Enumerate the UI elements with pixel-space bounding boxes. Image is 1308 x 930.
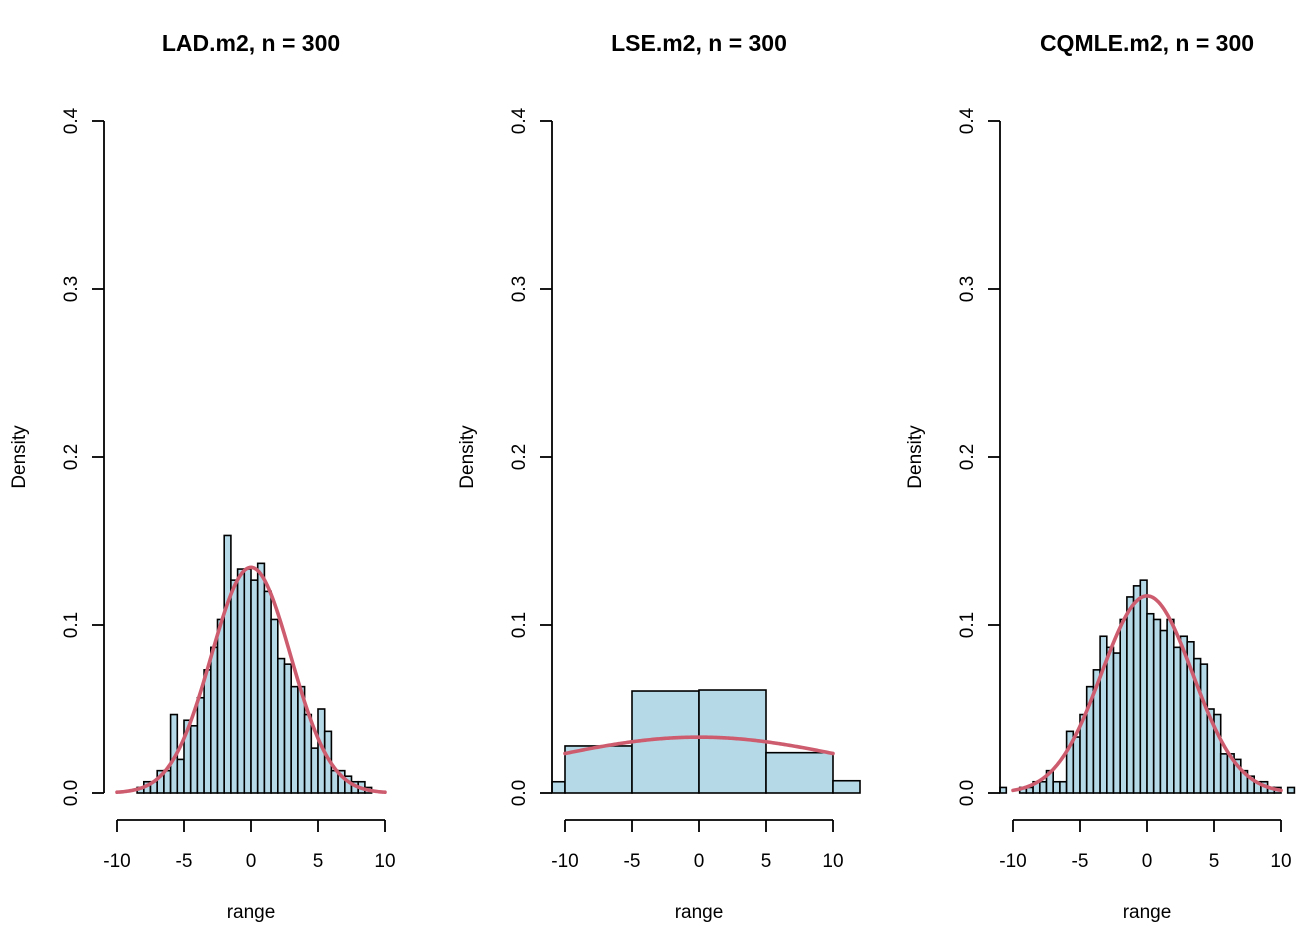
y-tick-label: 0.1	[509, 612, 530, 638]
histogram-bar	[1166, 618, 1175, 794]
histogram-bar	[283, 663, 292, 794]
histogram-bar	[1139, 579, 1148, 794]
histogram-bar	[216, 618, 225, 794]
histogram-bar	[1126, 596, 1135, 794]
y-tick-label: 0.1	[957, 612, 978, 638]
y-axis-label: Density	[905, 425, 926, 489]
y-tick-label: 0.4	[509, 107, 530, 134]
histogram-bar	[1119, 618, 1128, 794]
panel-lad: LAD.m2, n = 300 range Density 0.0 0.1 0.2 0…	[9, 30, 396, 923]
histogram-bar	[203, 669, 212, 794]
x-tick-label: 5	[313, 851, 324, 872]
x-tick-label: 10	[374, 851, 395, 872]
histogram-bar	[210, 646, 219, 794]
histogram-bar	[189, 724, 199, 794]
histogram-bar	[310, 747, 319, 794]
y-axis-label: Density	[457, 425, 478, 489]
histogram-bar	[236, 568, 246, 794]
histogram-bar	[1219, 753, 1229, 794]
histogram-bar	[290, 685, 299, 794]
x-axis-label: range	[227, 902, 276, 923]
y-tick-label: 0.3	[957, 276, 978, 302]
x-axis-label: range	[1123, 902, 1172, 923]
y-tick-label: 0.0	[61, 780, 82, 806]
histogram-bar	[303, 713, 313, 794]
x-tick-label: 5	[1209, 851, 1220, 872]
histogram-bar	[1286, 786, 1296, 794]
histogram-bar	[765, 751, 834, 794]
x-tick-label: 10	[1270, 851, 1291, 872]
x-tick-label: 10	[822, 851, 843, 872]
histogram-bar	[163, 769, 172, 794]
density-curve	[563, 735, 835, 756]
x-tick-label: -10	[551, 851, 578, 872]
x-tick-label: -5	[1072, 851, 1089, 872]
histogram-bar	[1059, 780, 1068, 794]
panel-cqmle: CQMLE.m2, n = 300 range Density 0.0 0.1 0.…	[905, 30, 1296, 923]
histogram-bar	[1072, 736, 1081, 794]
histogram-bar	[230, 579, 239, 794]
histogram-bar	[1159, 629, 1168, 794]
histogram-bar	[223, 534, 232, 794]
panel-lse: LSE.m2, n = 300 range Density 0.0 0.1 0.2 0…	[457, 30, 861, 923]
histogram-bar	[270, 618, 279, 794]
histogram-bar	[243, 568, 252, 794]
x-axis-label: range	[675, 902, 724, 923]
density-curve	[1011, 594, 1283, 793]
density-curve	[115, 565, 387, 795]
y-tick-label: 0.3	[509, 276, 530, 302]
histogram-bar	[1112, 652, 1121, 794]
y-tick-label: 0.2	[509, 444, 530, 470]
y-axis-label: Density	[9, 425, 30, 489]
panel-title: LSE.m2, n = 300	[611, 30, 787, 56]
histogram-bar	[1152, 618, 1162, 794]
histogram-bar	[250, 579, 259, 794]
y-tick-label: 0.1	[61, 612, 82, 638]
histogram-bar	[1146, 612, 1155, 794]
histogram-bar	[1173, 646, 1182, 794]
histogram-bar	[564, 745, 633, 794]
x-tick-label: -5	[624, 851, 641, 872]
panel-title: LAD.m2, n = 300	[162, 30, 340, 56]
y-tick-label: 0.0	[957, 780, 978, 806]
x-tick-label: 5	[761, 851, 772, 872]
histogram-bar	[1039, 780, 1048, 794]
histogram-bar	[999, 786, 1008, 794]
x-tick-label: 0	[1142, 851, 1153, 872]
x-tick-label: -10	[999, 851, 1026, 872]
histogram-bar	[196, 696, 205, 794]
histogram-bar	[176, 758, 185, 794]
y-tick-label: 0.4	[61, 107, 82, 134]
histogram-bar	[1052, 780, 1061, 794]
histogram-bar	[1106, 646, 1115, 794]
x-tick-label: 0	[694, 851, 705, 872]
x-tick-label: -10	[103, 851, 130, 872]
y-tick-label: 0.0	[509, 780, 530, 806]
histogram-bar	[276, 657, 286, 794]
y-tick-label: 0.2	[61, 444, 82, 470]
panel-title: CQMLE.m2, n = 300	[1040, 30, 1254, 56]
histogram-bar	[263, 590, 272, 794]
histogram-bar	[1199, 663, 1209, 794]
x-tick-label: -5	[176, 851, 193, 872]
histogram-bar	[551, 780, 566, 794]
x-tick-label: 0	[246, 851, 257, 872]
histogram-bar	[330, 769, 339, 794]
y-tick-label: 0.2	[957, 444, 978, 470]
histogram-bar	[1132, 585, 1142, 794]
y-tick-label: 0.4	[957, 107, 978, 134]
y-tick-label: 0.3	[61, 276, 82, 302]
histogram-bar	[832, 779, 861, 794]
histogram-bar	[256, 562, 266, 794]
